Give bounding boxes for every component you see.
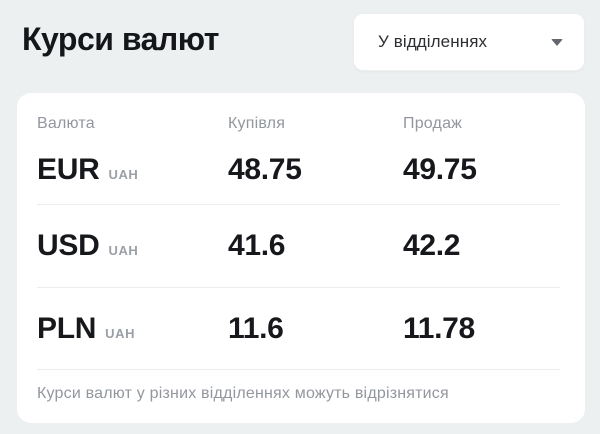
currency-cell: EUR UAH [37, 153, 228, 187]
table-row-eur: EUR UAH 48.75 49.75 [37, 135, 560, 205]
rates-disclaimer: Курси валют у різних відділеннях можуть … [37, 385, 449, 402]
caret-down-icon [551, 38, 563, 46]
column-header-currency: Валюта [37, 115, 95, 132]
column-header-buy: Купівля [228, 115, 286, 132]
sell-rate: 42.2 [403, 229, 461, 262]
buy-rate: 11.6 [228, 311, 284, 345]
currency-unit: UAH [105, 325, 136, 341]
dropdown-selected-label: У відділеннях [378, 32, 488, 51]
table-header-row: Валюта Купівля Продаж [37, 93, 560, 135]
page-title: Курси валют [22, 21, 219, 57]
table-row-usd: USD UAH 41.6 42.2 [37, 205, 560, 288]
currency-unit: UAH [108, 243, 139, 258]
currency-cell: PLN UAH [37, 312, 228, 346]
sell-rate: 49.75 [403, 152, 477, 186]
column-header-sell: Продаж [403, 115, 463, 132]
table-row-pln: PLN UAH 11.6 11.78 [37, 288, 560, 370]
currency-code: USD [37, 229, 100, 262]
branch-rates-dropdown[interactable]: У відділеннях [353, 13, 585, 71]
rates-card: Валюта Купівля Продаж EUR UAH 48.75 49.7… [17, 93, 585, 423]
currency-unit: UAH [108, 166, 139, 182]
currency-code: EUR [37, 152, 100, 186]
buy-rate: 41.6 [228, 229, 286, 262]
currency-code: PLN [37, 311, 97, 345]
currency-cell: USD UAH [37, 229, 228, 263]
sell-rate: 11.78 [403, 311, 475, 345]
buy-rate: 48.75 [228, 152, 302, 186]
